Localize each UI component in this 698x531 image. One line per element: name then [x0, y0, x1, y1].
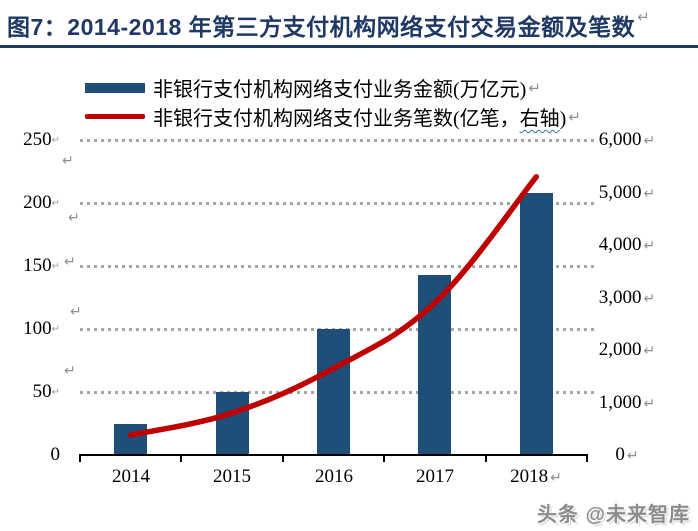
right-axis-tick-value: 3,000: [598, 287, 642, 308]
legend-count-label-right-axis: 右轴: [519, 108, 560, 130]
paragraph-mark-icon: ↵: [568, 107, 581, 126]
x-axis-tick: [180, 456, 182, 462]
left-axis-tick-value: 200: [23, 192, 52, 213]
paragraph-mark-icon: ↵: [643, 133, 656, 149]
left-axis-tick-label: 250↵: [14, 128, 60, 153]
bar-2017: [418, 275, 451, 455]
left-axis-tick-label: 150↵: [14, 254, 60, 279]
x-axis-label-value: 2018: [510, 466, 549, 487]
paragraph-mark-icon: ↵: [528, 78, 541, 97]
paragraph-mark-icon: ↵: [64, 254, 76, 270]
left-axis-tick-value: 250: [23, 129, 52, 150]
watermark: 头条 @未来智库: [536, 504, 690, 526]
legend-count-label-prefix: 非银行支付机构网络支付业务笔数(亿笔，: [153, 108, 520, 130]
paragraph-mark-icon: ↵: [643, 291, 656, 307]
right-axis-tick-label: 2,000 ↵: [596, 338, 658, 363]
left-axis-tick-value: 0: [50, 444, 61, 465]
left-axis-tick-value: 50: [32, 381, 52, 402]
right-axis-tick-value: 6,000: [598, 129, 642, 150]
legend-item-amount-label: 非银行支付机构网络支付业务金额(万亿元): [153, 79, 527, 101]
legend-item-count: 非银行支付机构网络支付业务笔数(亿笔，右轴) ↵: [85, 102, 581, 131]
paragraph-mark-icon: ↵: [643, 186, 656, 202]
x-axis-label-value: 2015: [213, 466, 251, 487]
bar-2016: [317, 329, 350, 455]
left-axis-tick-label: 50↵: [14, 380, 60, 405]
legend-item-count-label: 非银行支付机构网络支付业务笔数(亿笔，右轴): [153, 102, 566, 131]
paragraph-mark-icon: ↵: [51, 135, 60, 146]
gridline: [80, 265, 595, 268]
paragraph-mark-icon: ↵: [51, 261, 60, 272]
legend-item-amount: 非银行支付机构网络支付业务金额(万亿元) ↵: [85, 73, 541, 102]
right-axis-tick-label: 1,000 ↵: [596, 391, 658, 416]
x-axis-label-2017: 2017: [390, 465, 480, 489]
x-axis-tick: [79, 456, 81, 462]
x-axis-tick: [383, 456, 385, 462]
paragraph-mark-icon: ↵: [643, 396, 656, 412]
paragraph-mark-icon: ↵: [68, 210, 80, 226]
paragraph-mark-icon: ↵: [62, 153, 74, 169]
x-axis-label-value: 2014: [112, 466, 150, 487]
right-axis-tick-value: 1,000: [598, 392, 642, 413]
x-axis-label-2014: 2014: [86, 465, 176, 489]
left-axis-tick-label: 100↵: [14, 317, 60, 342]
line-series-swatch-icon: [85, 114, 145, 119]
bar-series-swatch-icon: [85, 82, 145, 93]
right-axis-tick-label: 3,000 ↵: [596, 286, 658, 311]
chart-title: 图7：2014-2018 年第三方支付机构网络支付交易金额及笔数 ↵: [7, 8, 695, 42]
x-axis-tick: [586, 456, 588, 462]
right-axis-tick-value: 5,000: [598, 182, 642, 203]
legend-count-label-suffix: ): [559, 108, 567, 130]
x-axis-label-2016: 2016: [289, 465, 379, 489]
x-axis-label-value: 2016: [315, 466, 353, 487]
left-axis-tick-value: 150: [23, 255, 52, 276]
paragraph-mark-icon: ↵: [550, 470, 562, 486]
chart-title-text: 图7：2014-2018 年第三方支付机构网络支付交易金额及笔数: [7, 14, 636, 40]
gridline: [80, 202, 595, 205]
left-axis-tick-label: 200↵: [14, 191, 60, 216]
paragraph-mark-icon: ↵: [637, 8, 650, 26]
paragraph-mark-icon: ↵: [64, 363, 76, 379]
bar-2015: [216, 392, 249, 455]
right-axis-tick-label: 0 ↵: [596, 443, 658, 468]
paragraph-mark-icon: ↵: [626, 448, 639, 464]
bar-2014: [114, 424, 147, 455]
bar-2018: [520, 193, 553, 455]
right-axis-tick-value: 0: [615, 444, 625, 465]
x-axis-tick: [485, 456, 487, 462]
x-axis-label-value: 2017: [416, 466, 454, 487]
left-axis-tick-value: 100: [23, 318, 52, 339]
x-axis-label-2015: 2015: [187, 465, 277, 489]
x-axis-tick: [282, 456, 284, 462]
x-axis-line: [79, 454, 588, 456]
paragraph-mark-icon: ↵: [51, 198, 60, 209]
right-axis-tick-value: 4,000: [598, 234, 642, 255]
right-axis-tick-value: 2,000: [598, 339, 642, 360]
right-axis-tick-label: 5,000 ↵: [596, 181, 658, 206]
right-axis-tick-label: 6,000 ↵: [596, 128, 658, 153]
paragraph-mark-icon: ↵: [643, 343, 656, 359]
paragraph-mark-icon: ↵: [51, 387, 60, 398]
right-axis-tick-label: 4,000 ↵: [596, 233, 658, 258]
paragraph-mark-icon: ↵: [643, 238, 656, 254]
x-axis-label-2018: 2018 ↵: [491, 465, 581, 490]
left-axis-tick-label: 0: [14, 443, 61, 467]
paragraph-mark-icon: ↵: [70, 304, 82, 320]
title-underline: [0, 45, 698, 48]
gridline: [80, 139, 595, 142]
paragraph-mark-icon: ↵: [51, 324, 60, 335]
